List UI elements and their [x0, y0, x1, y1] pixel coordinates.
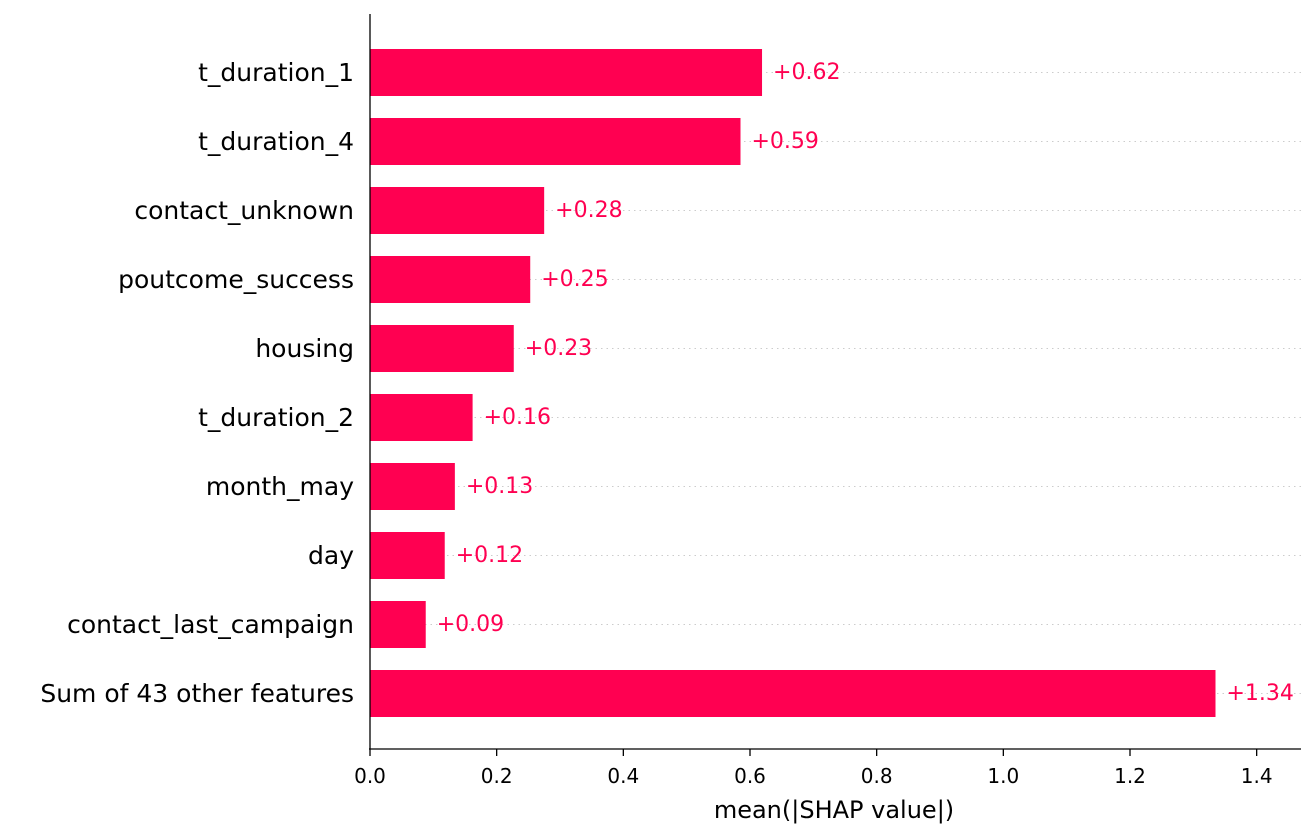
value-label: +0.09 — [437, 612, 504, 637]
category-label: Sum of 43 other features — [40, 679, 354, 708]
x-tick-label: 1.4 — [1241, 764, 1273, 788]
value-label: +0.23 — [525, 336, 592, 361]
value-label: +0.25 — [541, 267, 608, 292]
bar — [370, 601, 426, 648]
x-ticks: 0.0 0.2 0.4 0.6 0.8 1.0 1.2 1.4 — [354, 749, 1273, 788]
value-label: +0.59 — [752, 129, 819, 154]
category-label: day — [308, 541, 354, 570]
category-label: contact_last_campaign — [67, 610, 354, 639]
value-label: +0.13 — [466, 474, 533, 499]
bar — [370, 187, 545, 234]
value-labels: +0.62 +0.59 +0.28 +0.25 +0.23 +0.16 +0.13 +0.12… — [437, 60, 1294, 706]
bar — [370, 118, 741, 165]
category-label: t_duration_4 — [198, 127, 354, 156]
x-axis-title: mean(|SHAP value|) — [714, 796, 954, 824]
category-label: contact_unknown — [134, 196, 354, 225]
category-label: housing — [255, 334, 354, 363]
bar — [370, 49, 763, 96]
bar — [370, 532, 445, 579]
bar — [370, 256, 531, 303]
value-label: +0.12 — [456, 543, 523, 568]
value-label: +0.16 — [484, 405, 551, 430]
x-tick-label: 0.4 — [607, 764, 639, 788]
value-label: +0.28 — [555, 198, 622, 223]
row-guide-lines — [370, 72, 1301, 694]
value-label: +0.62 — [773, 60, 840, 85]
category-label: t_duration_2 — [198, 403, 354, 432]
bar — [370, 394, 473, 441]
bar — [370, 325, 514, 372]
x-tick-label: 0.8 — [861, 764, 893, 788]
x-tick-label: 1.2 — [1114, 764, 1146, 788]
category-label: poutcome_success — [118, 265, 354, 294]
x-tick-label: 0.2 — [481, 764, 513, 788]
x-tick-label: 1.0 — [987, 764, 1019, 788]
x-tick-label: 0.6 — [734, 764, 766, 788]
value-label: +1.34 — [1227, 681, 1294, 706]
category-label: month_may — [206, 472, 354, 501]
x-tick-label: 0.0 — [354, 764, 386, 788]
category-labels: t_duration_1 t_duration_4 contact_unknownp… — [40, 58, 354, 708]
bar — [370, 463, 455, 510]
bars — [370, 49, 1216, 717]
category-label: t_duration_1 — [198, 58, 354, 87]
axes — [369, 14, 1301, 750]
bar — [370, 670, 1216, 717]
